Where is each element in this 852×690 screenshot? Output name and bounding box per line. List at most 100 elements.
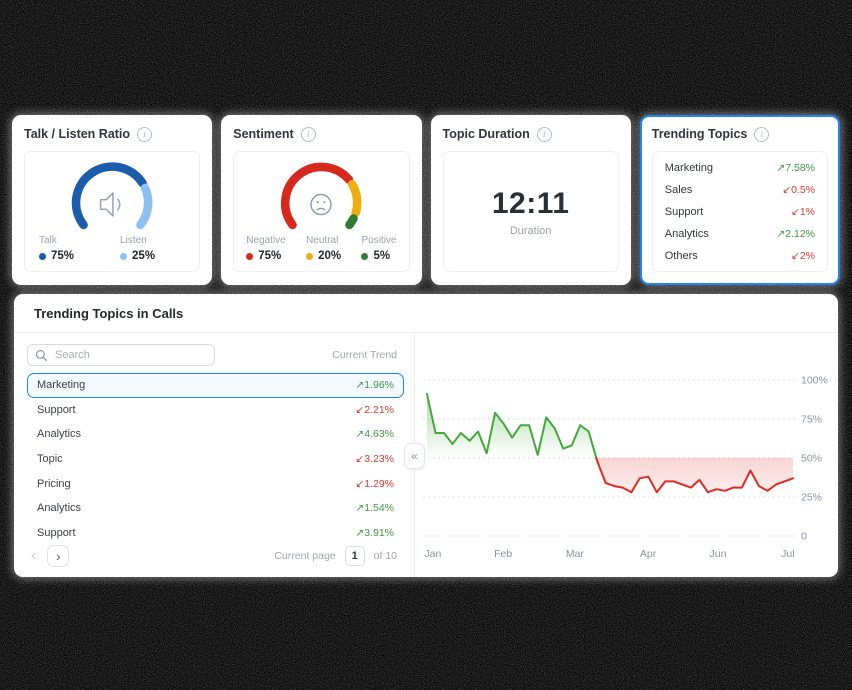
card-title: Topic Duration [442,127,530,141]
legend-item: Neutral 20% [306,235,341,262]
card-header: Trending Topics i [652,125,828,143]
svg-text:75%: 75% [801,414,822,426]
card-title: Trending Topics [651,127,748,141]
duration-label: Duration [509,224,552,237]
speaker-icon [99,192,121,217]
topic-trend: ↗3.91% [355,526,394,539]
svg-text:Jun: Jun [710,548,727,560]
trend-line-chart: 100% 75% 50% 25% 0 Jan Feb Mar Apr Jun Jul [423,375,828,560]
card-header: Topic Duration i [443,125,619,143]
legend-value: 5% [373,250,391,262]
card-title: Sentiment [233,127,294,141]
card-header: Sentiment i [233,125,409,143]
trending-topics-list: Marketing ↗7.58% Sales ↙0.5% Support ↙1%… [651,151,828,272]
legend-label: Negative [246,235,286,246]
legend-item: Negative 75% [246,235,286,262]
collapse-panel-button[interactable]: « [404,443,425,469]
topic-row[interactable]: Pricing ↙1.29% [27,471,404,496]
next-page-button[interactable]: › [47,545,70,568]
info-icon[interactable]: i [536,126,552,142]
prev-page-button[interactable]: ‹ [31,547,37,565]
topic-trend: ↗1.54% [355,502,394,515]
page-number-box[interactable]: 1 [344,546,365,567]
topic-trend: ↙2% [791,250,815,262]
topic-row[interactable]: Topic ↙3.23% [27,447,404,472]
topic-label: Marketing [664,162,714,174]
duration-value: 12:11 [491,186,570,220]
trending-topic-row[interactable]: Marketing ↗7.58% [653,157,827,179]
topic-trend: ↙3.23% [355,453,394,466]
topic-row[interactable]: Analytics ↗4.63% [27,422,404,447]
card-sentiment[interactable]: Sentiment i Negative 75% [221,115,422,285]
info-icon[interactable]: i [137,126,153,142]
card-body: Negative 75% Neutral 20% Positive [233,151,410,272]
card-body: 12:11 Duration [442,151,619,272]
card-talk-listen-ratio[interactable]: Talk / Listen Ratio i Talk 75% [12,115,213,285]
legend-item: Listen 25% [120,235,155,262]
trending-topic-row[interactable]: Others ↙2% [653,245,827,267]
legend-value-row: 75% [246,250,285,262]
search-icon [35,349,48,361]
legend-label: Listen [120,235,147,246]
legend-dot [246,252,254,260]
svg-text:Feb: Feb [494,548,512,560]
legend-label: Positive [361,235,397,246]
info-icon[interactable]: i [754,126,770,142]
panel-header: Trending Topics in Calls [14,294,838,333]
topic-label: Analytics [37,428,82,441]
svg-text:50%: 50% [801,453,822,465]
topic-label: Support [664,206,704,218]
topic-label: Topic [37,453,63,466]
trending-topic-row[interactable]: Support ↙1% [653,201,827,223]
topic-label: Analytics [37,502,82,515]
topic-trend: ↗1.96% [355,379,394,392]
topic-row[interactable]: Analytics ↗1.54% [27,496,404,521]
card-trending-topics[interactable]: Trending Topics i Marketing ↗7.58% Sales… [639,115,840,285]
legend-value: 25% [132,250,156,262]
panel-body: Current Trend Marketing ↗1.96% Support ↙… [14,333,838,576]
legend-item: Positive 5% [361,235,396,262]
topic-row[interactable]: Marketing ↗1.96% [27,373,404,398]
trending-topic-row[interactable]: Sales ↙0.5% [653,179,827,201]
svg-text:Jul: Jul [781,548,794,560]
svg-text:Mar: Mar [566,548,585,560]
topic-trend: ↙0.5% [782,184,815,196]
topic-trend: ↙2.21% [355,403,394,416]
topic-trend: ↙1% [791,206,815,218]
talk-listen-gauge [71,162,153,230]
legend-item: Talk 75% [39,235,74,262]
topic-row[interactable]: Support ↗3.91% [27,521,404,546]
info-icon[interactable]: i [300,126,316,142]
gauge-legend: Negative 75% Neutral 20% Positive [234,235,408,271]
topic-trend: ↗4.63% [355,428,394,441]
topic-trend: ↗7.58% [776,162,815,174]
legend-dot [361,252,369,260]
svg-text:25%: 25% [801,492,822,504]
search-row: Current Trend [27,344,404,366]
legend-dot [120,252,128,260]
legend-value: 75% [258,250,282,262]
legend-value: 20% [318,250,342,262]
legend-label: Talk [39,235,57,246]
pagination: ‹ › Current page 1 of 10 [27,545,404,569]
card-topic-duration[interactable]: Topic Duration i 12:11 Duration [430,115,631,285]
card-title: Talk / Listen Ratio [24,127,131,141]
trending-topic-row[interactable]: Analytics ↗2.12% [653,223,827,245]
topic-label: Others [664,250,698,262]
legend-value-row: 25% [120,250,155,262]
topics-list-section: Current Trend Marketing ↗1.96% Support ↙… [14,333,414,576]
trending-topics-in-calls-panel: Trending Topics in Calls Current Trend M… [14,294,838,577]
svg-text:Apr: Apr [640,548,657,560]
search-input[interactable] [27,344,215,366]
page-total-label: of 10 [373,550,397,563]
topic-label: Sales [664,184,693,196]
topic-label: Support [37,403,76,416]
legend-value-row: 75% [39,250,74,262]
topic-row[interactable]: Support ↙2.21% [27,398,404,423]
gauge-legend: Talk 75% Listen 25% [25,235,199,271]
current-page-label: Current page [274,550,336,563]
topic-label: Support [37,526,76,539]
card-body: Talk 75% Listen 25% [24,151,201,272]
search-box[interactable] [27,344,215,366]
card-header: Talk / Listen Ratio i [24,125,200,143]
